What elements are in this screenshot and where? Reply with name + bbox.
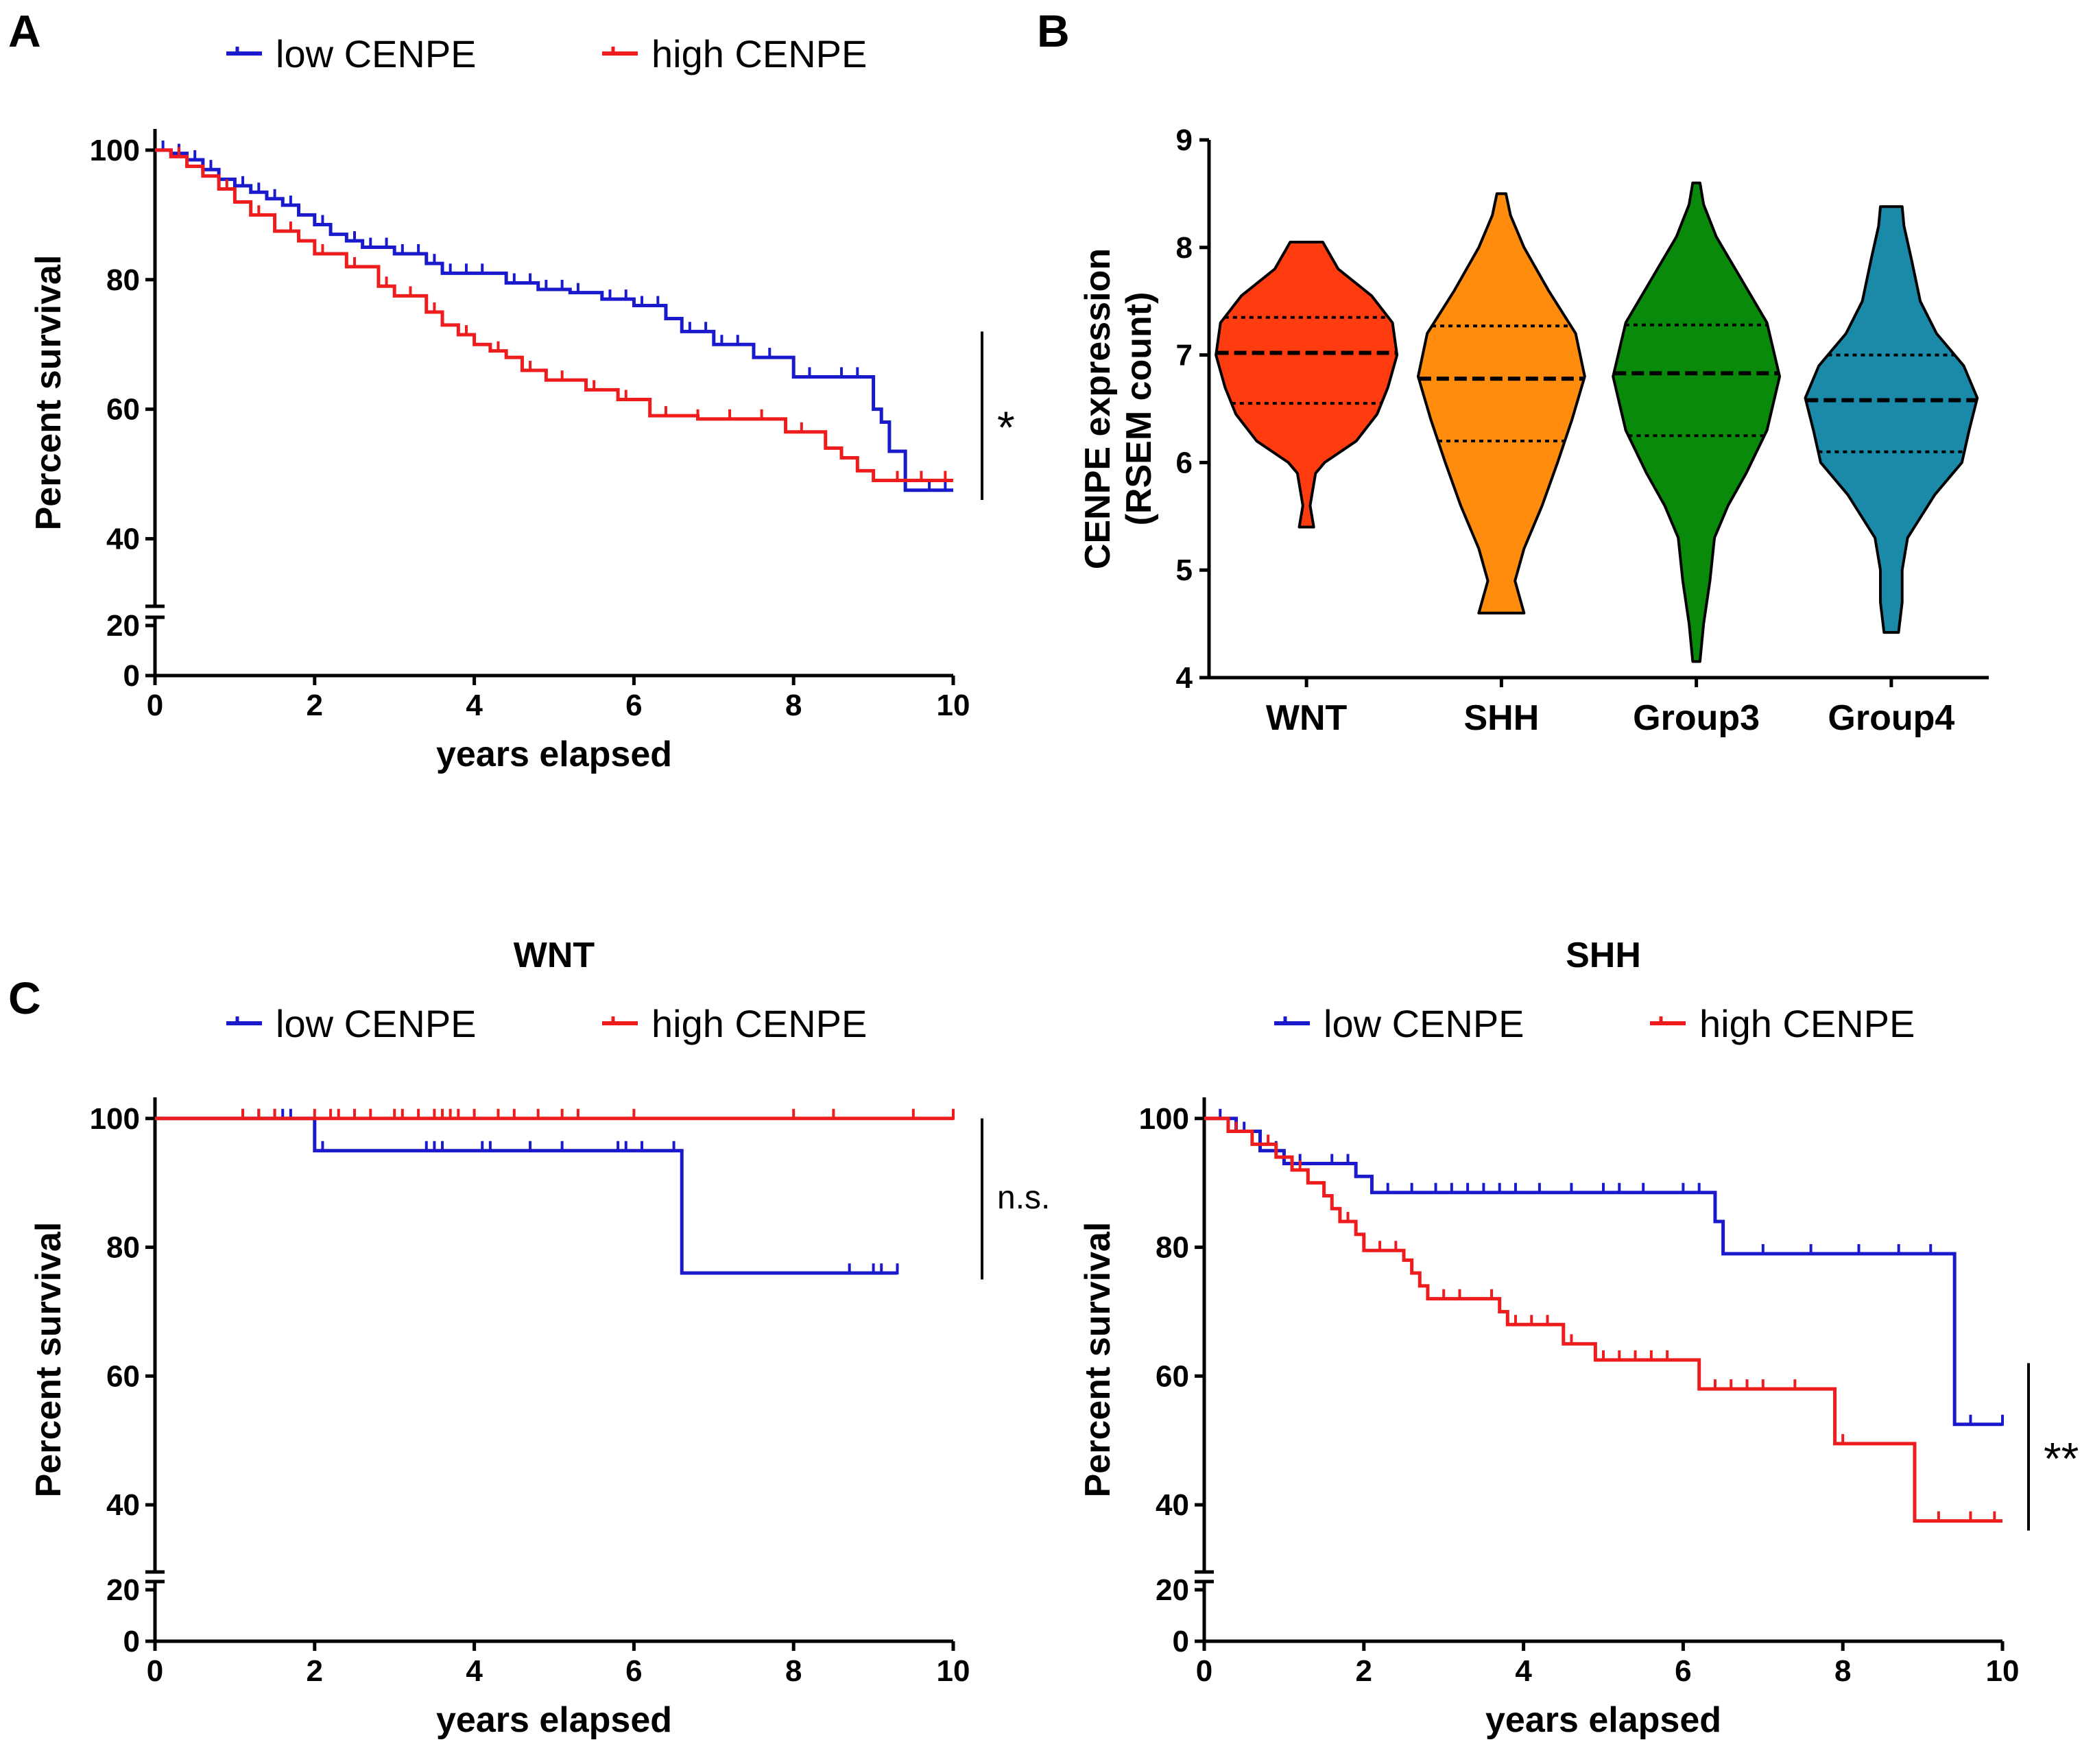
violin-body-wnt — [1215, 240, 1399, 529]
y-tick-label: 60 — [106, 393, 140, 427]
y-tick-label: 0 — [123, 1625, 140, 1658]
y-axis-label-line2: (RSEM count) — [1119, 292, 1159, 526]
series-line-0 — [155, 148, 953, 492]
category-label: Group3 — [1633, 698, 1760, 738]
km-chart-a: low CENPE high CENPE 0 20 40 60 80 100 0 2 4 6 8 10 ye… — [29, 32, 1015, 774]
legend-label: low CENPE — [1324, 1002, 1524, 1045]
panel-label-c: C — [8, 973, 41, 1023]
x-tick-label: 10 — [937, 1654, 970, 1688]
x-axis-label: years elapsed — [436, 1700, 672, 1740]
series-line-0 — [155, 1117, 898, 1275]
y-tick-label: 100 — [90, 134, 140, 167]
series-line-0 — [1204, 1117, 2002, 1427]
x-tick-label: 10 — [937, 689, 970, 722]
legend-label: high CENPE — [1699, 1002, 1915, 1045]
y-tick-label: 60 — [106, 1359, 140, 1393]
x-tick-label: 6 — [625, 1654, 642, 1688]
legend-label: high CENPE — [651, 1002, 867, 1045]
legend-label: high CENPE — [651, 32, 867, 75]
significance-label: ** — [2044, 1433, 2079, 1484]
y-tick-label: 8 — [1176, 231, 1193, 265]
x-tick-label: 6 — [1675, 1654, 1691, 1688]
x-axis-label: years elapsed — [436, 735, 672, 774]
y-tick-label: 4 — [1176, 661, 1193, 695]
y-tick-label: 100 — [90, 1102, 140, 1136]
km-chart-c-wnt: WNT low CENPE high CENPE 0 20 40 60 80 100 0 2 4 6 8 1… — [29, 935, 1050, 1740]
legend-label: low CENPE — [276, 32, 477, 75]
legend-label: low CENPE — [276, 1002, 477, 1045]
x-tick-label: 0 — [147, 689, 163, 722]
x-tick-label: 8 — [785, 1654, 802, 1688]
y-tick-label: 7 — [1176, 339, 1193, 372]
x-tick-label: 0 — [1196, 1654, 1212, 1688]
category-label: SHH — [1463, 698, 1539, 738]
chart-title: SHH — [1566, 935, 1641, 975]
y-axis-label: Percent survival — [29, 1222, 69, 1498]
violin-chart-b: 4 5 6 7 8 9 WNT SHH Group3 Group4 CENPE expression… — [1078, 123, 1989, 738]
y-tick-label: 20 — [106, 609, 140, 643]
x-tick-label: 0 — [147, 1654, 163, 1688]
x-tick-label: 2 — [307, 1654, 323, 1688]
y-tick-label: 20 — [106, 1573, 140, 1607]
violin-body-shh — [1416, 192, 1586, 615]
y-tick-label: 20 — [1156, 1573, 1189, 1607]
y-tick-label: 5 — [1176, 553, 1193, 587]
panel-label-a: A — [8, 5, 41, 56]
x-axis-label: years elapsed — [1485, 1700, 1721, 1740]
x-tick-label: 6 — [625, 689, 642, 722]
y-tick-label: 40 — [106, 1488, 140, 1522]
x-tick-label: 4 — [466, 1654, 483, 1688]
category-label: WNT — [1266, 698, 1348, 738]
x-tick-label: 2 — [307, 689, 323, 722]
y-axis-label: Percent survival — [1078, 1222, 1118, 1498]
y-tick-label: 80 — [106, 263, 140, 297]
y-tick-label: 60 — [1156, 1359, 1189, 1393]
series-line-1 — [1204, 1117, 2002, 1523]
y-tick-label: 80 — [1156, 1231, 1189, 1265]
y-tick-label: 6 — [1176, 446, 1193, 479]
significance-label: n.s. — [997, 1180, 1050, 1216]
x-tick-label: 4 — [466, 689, 483, 722]
x-tick-label: 10 — [1986, 1654, 2020, 1688]
km-chart-c-shh: SHH low CENPE high CENPE 0 20 40 60 80 100 0 2 4 6 8 1… — [1078, 935, 2079, 1740]
y-axis-label: Percent survival — [29, 255, 69, 531]
panel-label-b: B — [1037, 5, 1070, 56]
y-tick-label: 80 — [106, 1231, 140, 1265]
x-tick-label: 2 — [1356, 1654, 1372, 1688]
x-tick-label: 8 — [785, 689, 802, 722]
violin-body-group4 — [1804, 205, 1979, 634]
category-label: Group4 — [1828, 698, 1954, 738]
y-tick-label: 40 — [106, 523, 140, 556]
y-axis-label-line1: CENPE expression — [1078, 248, 1118, 569]
y-tick-label: 100 — [1139, 1102, 1189, 1136]
y-tick-label: 0 — [1173, 1625, 1189, 1658]
significance-label: * — [997, 402, 1015, 453]
x-tick-label: 8 — [1834, 1654, 1851, 1688]
y-tick-label: 9 — [1176, 123, 1193, 157]
violin-body-group3 — [1612, 181, 1782, 663]
x-tick-label: 4 — [1515, 1654, 1532, 1688]
chart-title: WNT — [514, 935, 595, 975]
y-tick-label: 0 — [123, 659, 140, 693]
y-tick-label: 40 — [1156, 1488, 1189, 1522]
series-line-1 — [155, 148, 953, 483]
